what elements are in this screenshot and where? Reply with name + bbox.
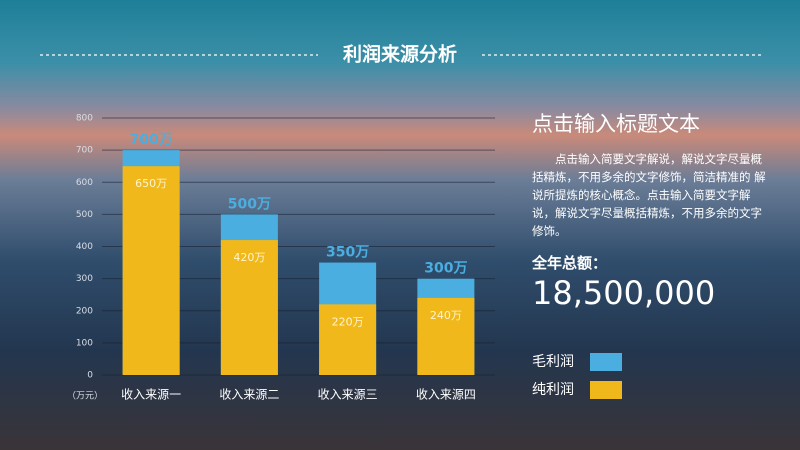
legend-label: 纯利润 — [532, 382, 574, 398]
y-tick-label: 0 — [87, 371, 93, 381]
x-tick-label: 收入来源一 — [121, 388, 181, 402]
x-tick-label: 收入来源二 — [219, 388, 279, 402]
bar — [417, 297, 475, 375]
bar — [220, 240, 278, 375]
value-label: 220万 — [332, 315, 364, 328]
legend-swatch — [590, 381, 622, 399]
total-value: 18,500,000 — [532, 274, 716, 312]
y-tick-label: 500 — [76, 210, 93, 220]
x-tick-label: 收入来源三 — [318, 388, 378, 402]
value-label: 350万 — [326, 245, 369, 261]
y-tick-label: 100 — [76, 338, 93, 348]
y-tick-label: 700 — [76, 146, 93, 156]
value-label: 650万 — [135, 177, 167, 190]
value-label: 420万 — [233, 251, 265, 264]
y-tick-label: 200 — [76, 306, 93, 316]
x-tick-label: 收入来源四 — [416, 388, 476, 402]
legend-label: 毛利润 — [532, 354, 574, 370]
y-tick-label: 600 — [76, 178, 93, 188]
chart-title: 利润来源分析 — [343, 43, 457, 66]
y-tick-label: 400 — [76, 242, 93, 252]
bar — [122, 166, 180, 375]
legend-swatch — [590, 353, 622, 371]
value-label: 500万 — [228, 196, 271, 212]
bar — [319, 304, 377, 375]
total-label: 全年总额： — [532, 254, 608, 272]
side-heading: 点击输入标题文本 — [532, 112, 700, 136]
y-tick-label: 800 — [76, 114, 93, 124]
side-body: 点击输入简要文字解说，解说文字尽量概括精炼，不用多余的文字修饰，简洁精准的 解说… — [532, 152, 766, 238]
y-tick-label: 300 — [76, 274, 93, 284]
y-axis-unit: （万元） — [67, 391, 103, 402]
value-label: 700万 — [130, 132, 173, 148]
value-label: 240万 — [430, 309, 462, 322]
value-label: 300万 — [424, 261, 467, 277]
